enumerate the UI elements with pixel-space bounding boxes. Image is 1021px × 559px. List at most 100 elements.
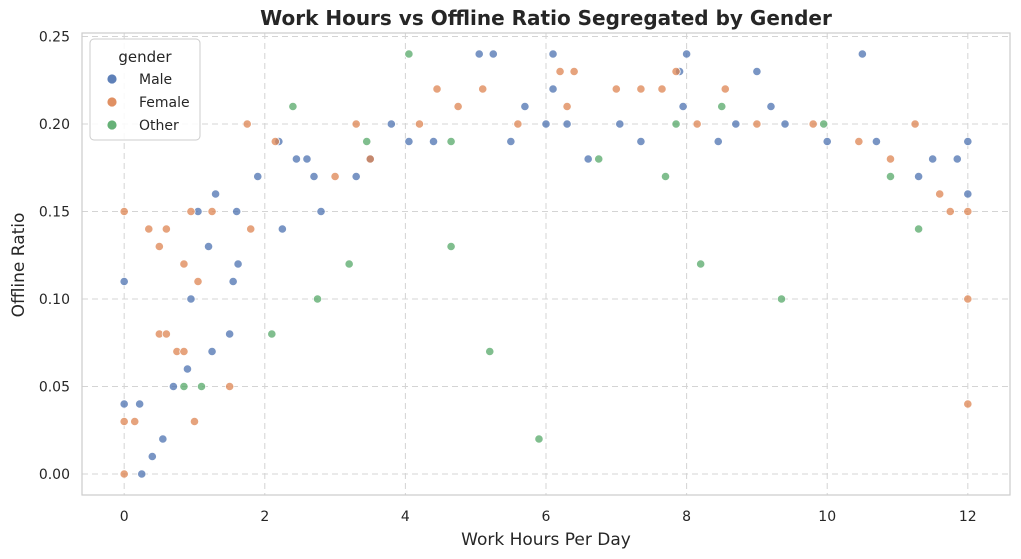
y-tick-labels: 0.00 0.05 0.10 0.15 0.20 0.25	[39, 30, 70, 484]
data-point-male	[562, 119, 572, 129]
data-point-female	[752, 119, 762, 129]
data-point-female	[963, 206, 973, 217]
data-point-other	[446, 241, 456, 252]
data-point-male	[147, 451, 157, 462]
data-point-male	[182, 364, 193, 374]
plot-frame	[81, 32, 1011, 496]
data-point-female	[119, 469, 129, 479]
data-point-male	[135, 399, 145, 409]
x-tick-label: 6	[542, 509, 551, 525]
x-tick-label: 2	[260, 509, 269, 525]
data-point-female	[569, 66, 579, 77]
data-point-male	[583, 154, 593, 164]
data-point-male	[541, 119, 551, 129]
x-axis-label: Work Hours Per Day	[461, 530, 631, 550]
data-point-other	[179, 381, 189, 392]
series-male	[119, 49, 973, 479]
data-point-male	[548, 49, 558, 59]
data-point-other	[534, 434, 544, 444]
data-point-female	[854, 136, 864, 147]
data-point-other	[362, 136, 372, 147]
data-point-other	[312, 294, 323, 304]
x-tick-label: 10	[818, 509, 836, 525]
data-point-male	[351, 171, 361, 182]
data-point-female	[808, 119, 818, 129]
data-point-female	[154, 241, 164, 252]
data-point-female	[513, 119, 523, 129]
data-point-male	[615, 119, 625, 129]
data-point-other	[404, 49, 414, 59]
data-point-other	[267, 329, 277, 339]
data-point-female	[351, 119, 361, 129]
data-point-female	[555, 66, 565, 77]
data-point-male	[210, 189, 221, 199]
data-point-male	[309, 171, 319, 182]
data-point-male	[291, 154, 302, 164]
y-tick-label: 0.00	[39, 467, 70, 483]
data-point-male	[871, 136, 882, 147]
data-point-male	[186, 294, 196, 304]
legend-title: gender	[118, 48, 172, 66]
data-point-other	[914, 224, 924, 234]
data-point-other	[776, 294, 787, 304]
data-point-other	[446, 136, 456, 147]
data-point-male	[137, 469, 147, 479]
data-point-male	[253, 171, 263, 182]
data-point-other	[196, 381, 207, 392]
data-point-male	[203, 241, 214, 252]
data-point-female	[671, 66, 681, 77]
legend-marker-female	[106, 96, 118, 108]
data-point-male	[277, 224, 287, 234]
data-point-male	[857, 49, 867, 59]
data-point-male	[822, 136, 832, 147]
y-tick-label: 0.15	[39, 205, 70, 221]
data-point-male	[158, 434, 168, 444]
data-point-female	[189, 416, 200, 427]
data-point-male	[232, 206, 242, 217]
data-point-female	[242, 119, 252, 129]
data-point-female	[562, 101, 572, 112]
data-point-female	[193, 276, 203, 287]
legend-label-other: Other	[139, 118, 179, 134]
y-tick-label: 0.05	[39, 380, 70, 396]
data-point-female	[179, 259, 189, 269]
legend-entries: Male Female Other	[106, 72, 190, 134]
data-point-female	[414, 119, 425, 129]
data-point-male	[731, 119, 741, 129]
data-point-other	[485, 346, 495, 357]
data-point-female	[945, 206, 955, 217]
data-point-male	[404, 136, 414, 147]
y-tick-label: 0.20	[39, 117, 70, 133]
y-axis-label: Offline Ratio	[9, 213, 29, 318]
data-point-female	[636, 84, 646, 94]
data-point-female	[432, 84, 442, 94]
data-point-male	[548, 84, 558, 94]
legend-label-male: Male	[139, 72, 172, 88]
series-other	[179, 49, 924, 444]
data-point-male	[302, 154, 312, 164]
data-point-male	[963, 136, 973, 147]
data-point-male	[766, 101, 776, 112]
x-tick-label: 12	[959, 509, 977, 525]
data-point-female	[270, 136, 280, 147]
legend-marker-male	[106, 73, 118, 85]
data-point-female	[144, 224, 154, 234]
data-point-male	[914, 171, 924, 182]
data-point-female	[119, 206, 129, 217]
data-point-male	[428, 136, 439, 147]
data-point-other	[594, 154, 604, 164]
legend-box	[89, 38, 201, 141]
data-point-female	[330, 171, 340, 182]
data-point-female	[365, 154, 375, 164]
data-point-female	[935, 189, 945, 199]
data-point-female	[161, 224, 171, 234]
data-point-male	[225, 329, 235, 339]
legend-marker-other	[106, 119, 118, 131]
data-point-other	[344, 259, 354, 269]
data-point-male	[506, 136, 516, 147]
legend: gender Male Female Other	[89, 38, 201, 141]
data-point-other	[885, 171, 896, 182]
data-point-male	[520, 101, 530, 112]
